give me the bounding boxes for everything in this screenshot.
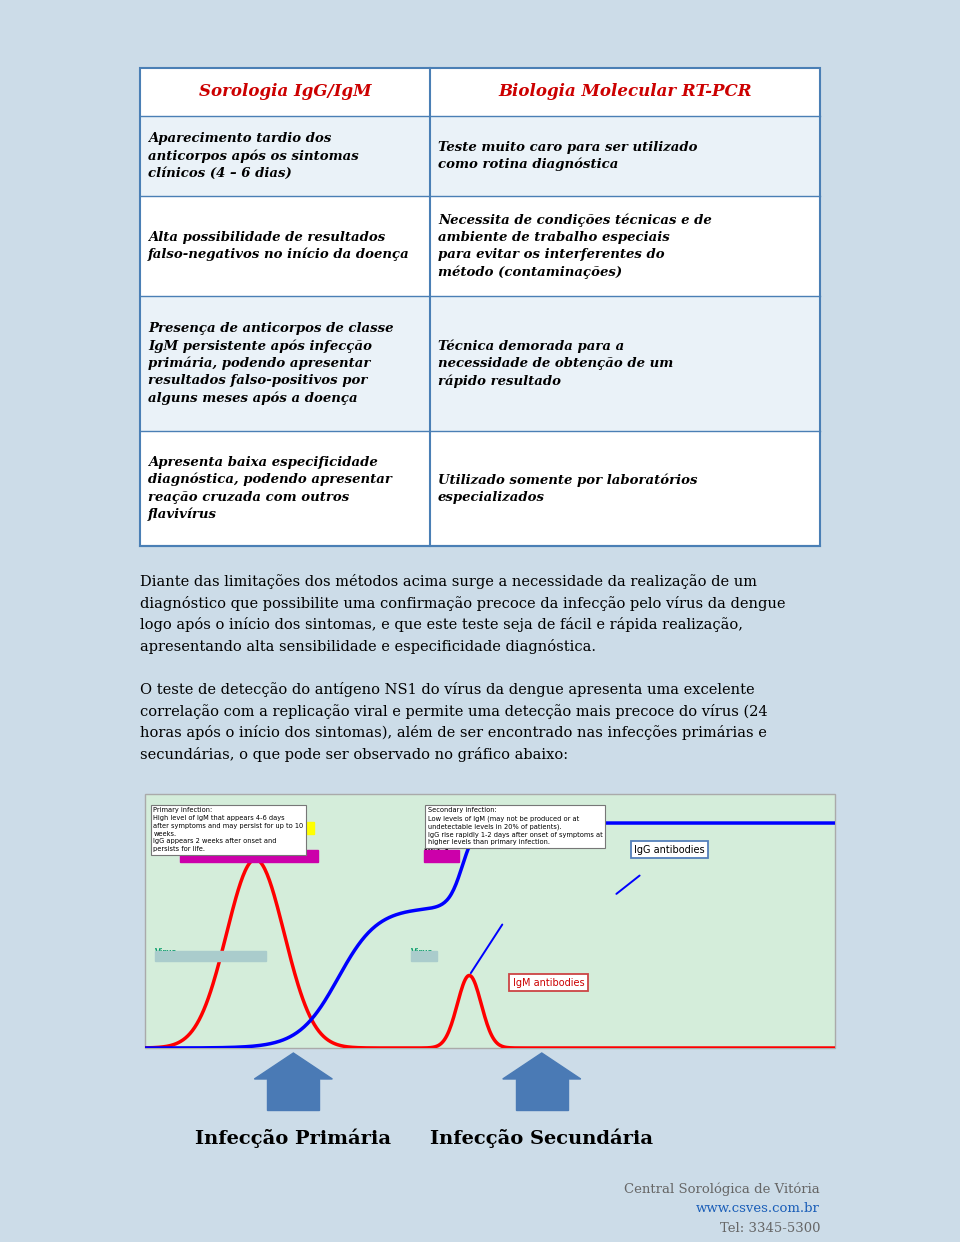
Text: IgM antibodies: IgM antibodies [513,977,585,987]
Text: Tel: 3345-5300: Tel: 3345-5300 [719,1222,820,1235]
Text: Aparecimento tardio dos
anticorpos após os sintomas
clínicos (4 – 6 dias): Aparecimento tardio dos anticorpos após … [148,132,359,180]
Text: Técnica demorada para a
necessidade de obtenção de um
rápido resultado: Técnica demorada para a necessidade de o… [438,339,673,388]
Bar [267,1079,320,1110]
Text: Infecção Primária: Infecção Primária [195,1128,392,1148]
Bar [156,951,266,961]
Text: O teste de detecção do antígeno NS1 do vírus da dengue apresenta uma excelente
c: O teste de detecção do antígeno NS1 do v… [140,682,768,761]
Text: NS1 Ag: NS1 Ag [424,848,456,857]
Text: Presença de anticorpos de classe
IgM persistente após infecção
primária, podendo: Presença de anticorpos de classe IgM per… [148,322,394,405]
Text: Utilizado somente por laboratórios
especializados: Utilizado somente por laboratórios espec… [438,473,698,504]
Polygon shape [503,1053,581,1079]
Text: Virus: Virus [156,948,178,956]
Text: Necessita de condições técnicas e de
ambiente de trabalho especiais
para evitar : Necessita de condições técnicas e de amb… [438,214,711,278]
Bar [439,822,476,833]
Text: IgG antibodies: IgG antibodies [635,845,705,854]
Bar [424,850,459,862]
Bar [411,951,437,961]
Text: Secondary infection:
Low levels of IgM (may not be produced or at
undetectable l: Secondary infection: Low levels of IgM (… [428,807,603,846]
Text: Diante das limitações dos métodos acima surge a necessidade da realização de um
: Diante das limitações dos métodos acima … [140,574,785,653]
Text: Fever: Fever [439,821,463,830]
Text: Virus: Virus [411,948,433,956]
Text: Fever: Fever [204,821,228,830]
Text: Sorologia IgG/IgM: Sorologia IgG/IgM [199,83,372,101]
Text: Primary infection:
High level of IgM that appears 4-6 days
after symptoms and ma: Primary infection: High level of IgM tha… [154,807,303,852]
Bar [204,822,314,833]
Bar [140,116,820,196]
Text: Apresenta baixa especificidade
diagnóstica, podendo apresentar
reação cruzada co: Apresenta baixa especificidade diagnósti… [148,456,392,522]
Text: Biologia Molecular RT-PCR: Biologia Molecular RT-PCR [498,83,752,101]
Bar [140,296,820,431]
Bar [145,794,835,1048]
Text: Central Sorológica de Vitória: Central Sorológica de Vitória [624,1182,820,1196]
Bar [180,850,318,862]
Text: NS1 Ag: NS1 Ag [180,848,210,857]
Bar [140,68,820,546]
Text: Clinical Symptoms,: Clinical Symptoms, [439,812,520,821]
Polygon shape [254,1053,332,1079]
Text: Teste muito caro para ser utilizado
como rotina diagnóstica: Teste muito caro para ser utilizado como… [438,140,698,171]
Text: Clinical Symptoms,: Clinical Symptoms, [204,812,286,821]
Bar [140,68,820,546]
Text: Alta possibilidade de resultados
falso-negativos no início da doença: Alta possibilidade de resultados falso-n… [148,231,410,261]
Text: Infecção Secundária: Infecção Secundária [430,1128,654,1148]
Bar [516,1079,567,1110]
Text: www.csves.com.br: www.csves.com.br [696,1202,820,1215]
